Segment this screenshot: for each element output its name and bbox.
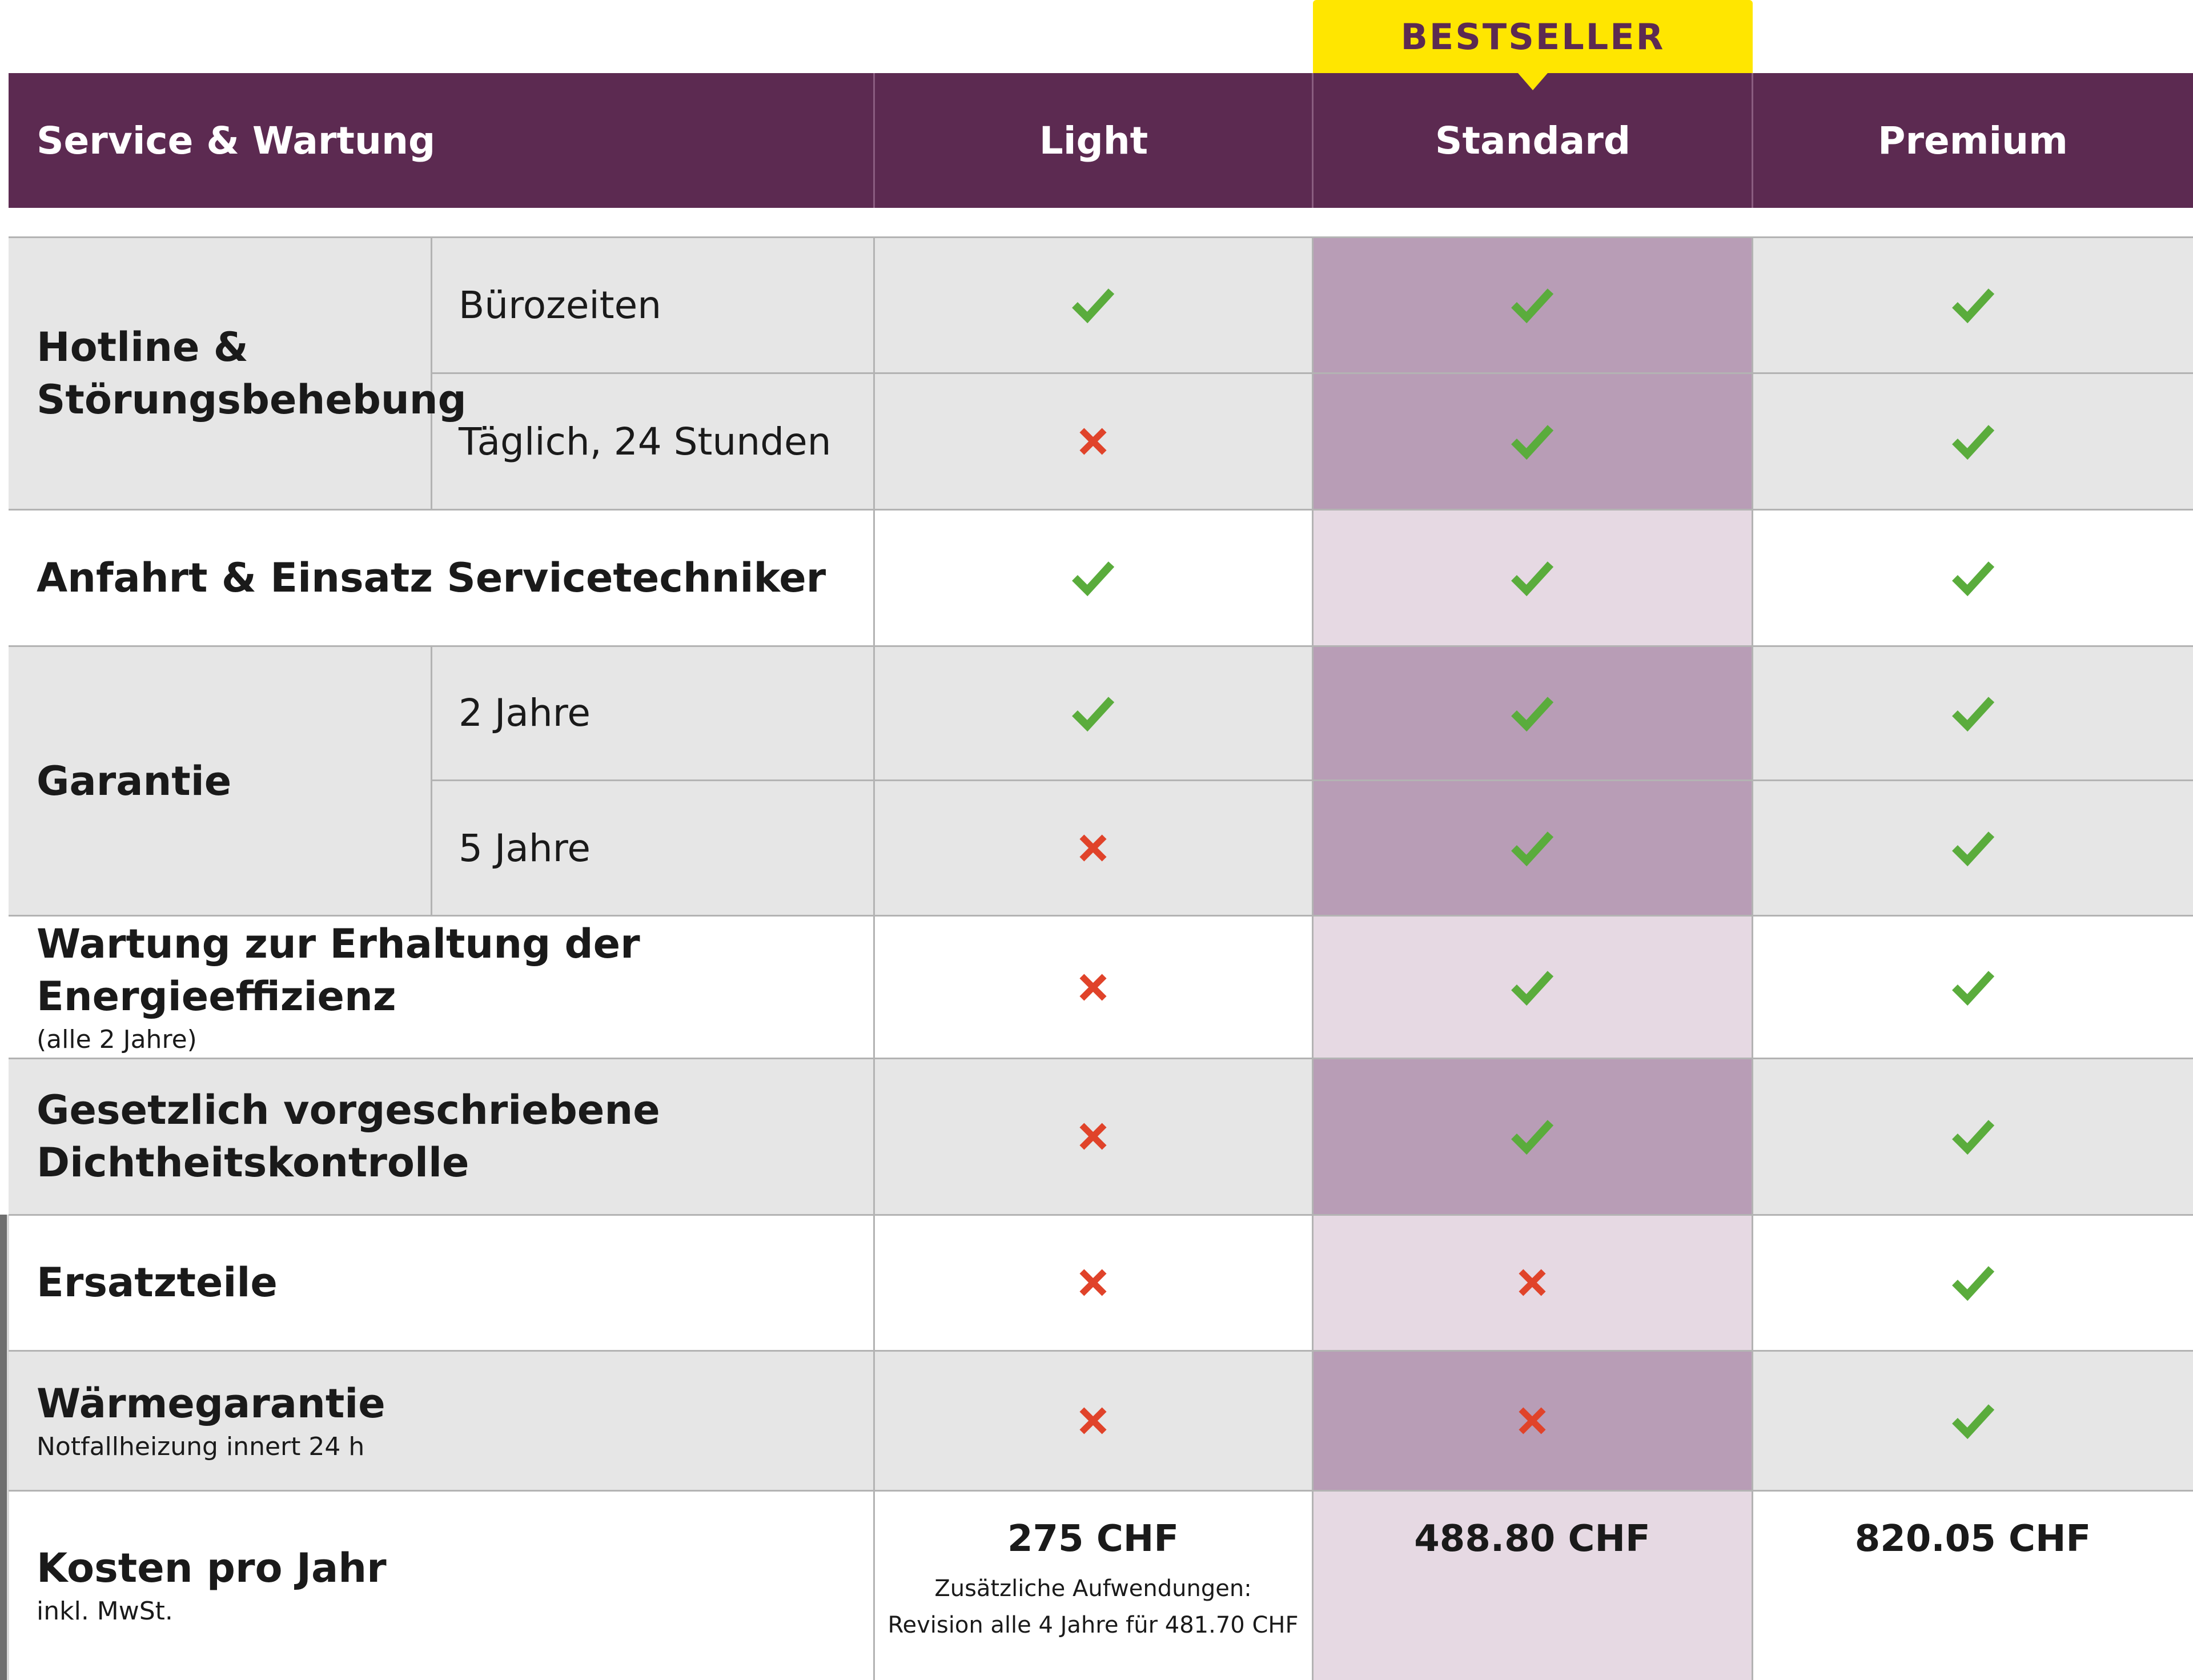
option-buerozeiten: Bürozeiten	[459, 283, 662, 327]
feature-cell-premium	[1753, 510, 2193, 646]
feature-cell-standard	[1313, 916, 1752, 1058]
price-note-line2: Revision alle 4 Jahre für 481.70 CHF	[887, 1612, 1299, 1638]
feature-cell-standard	[1313, 780, 1752, 916]
plan-premium-heading: Premium	[1878, 118, 2068, 163]
feature-cell-light	[874, 1351, 1312, 1490]
check-icon	[1509, 1114, 1555, 1159]
check-icon	[1070, 555, 1116, 601]
check-icon	[1950, 1260, 1996, 1305]
plan-standard-heading: Standard	[1435, 118, 1631, 163]
feature-cell-light	[874, 373, 1312, 510]
price-cell-light: 275 CHF Zusätzliche Aufwendungen: Revisi…	[874, 1490, 1312, 1680]
feature-cell-light	[874, 1215, 1312, 1351]
feature-cell-standard	[1313, 646, 1752, 780]
row-label-ersatzteile: Ersatzteile	[37, 1259, 278, 1306]
table-header	[9, 73, 2193, 208]
check-icon	[1509, 419, 1555, 464]
check-icon	[1950, 1114, 1996, 1159]
price-note-line1: Zusätzliche Aufwendungen:	[934, 1575, 1252, 1602]
check-icon	[1070, 282, 1116, 328]
badge-pointer	[1518, 73, 1548, 90]
bestseller-badge: BESTSELLER	[1313, 0, 1753, 73]
check-icon	[1950, 419, 1996, 464]
feature-cell-light	[874, 1058, 1312, 1215]
feature-cell-light	[874, 780, 1312, 916]
check-icon	[1950, 690, 1996, 736]
cross-icon	[1509, 1398, 1555, 1444]
row-label-kosten: Kosten pro Jahr inkl. MwSt.	[37, 1545, 387, 1626]
cross-icon	[1070, 1260, 1116, 1305]
row-label-hotline: Hotline & Störungsbehebung	[37, 324, 467, 423]
plan-light-heading: Light	[1039, 118, 1148, 163]
check-icon	[1070, 690, 1116, 736]
check-icon	[1509, 690, 1555, 736]
row-label-waermegarantie: Wärmegarantie Notfallheizung innert 24 h	[37, 1380, 385, 1461]
row-label-garantie: Garantie	[37, 757, 232, 805]
check-icon	[1950, 825, 1996, 871]
feature-cell-standard	[1313, 1058, 1752, 1215]
feature-cell-premium	[1753, 780, 2193, 916]
cross-icon	[1070, 1398, 1116, 1444]
price-cell-standard: 488.80 CHF	[1313, 1490, 1752, 1680]
cross-icon	[1070, 419, 1116, 464]
price-premium: 820.05 CHF	[1854, 1518, 2091, 1560]
feature-cell-premium	[1753, 237, 2193, 373]
cross-icon	[1509, 1260, 1555, 1305]
feature-cell-light	[874, 510, 1312, 646]
check-icon	[1950, 282, 1996, 328]
row-label-dichtheitskontrolle: Gesetzlich vorgeschriebene Dichtheitskon…	[37, 1087, 660, 1186]
feature-cell-standard	[1313, 1215, 1752, 1351]
header-title: Service & Wartung	[37, 118, 436, 163]
check-icon	[1950, 964, 1996, 1010]
option-5-jahre: 5 Jahre	[459, 826, 591, 870]
feature-cell-premium	[1753, 646, 2193, 780]
feature-cell-standard	[1313, 510, 1752, 646]
feature-cell-light	[874, 237, 1312, 373]
price-standard: 488.80 CHF	[1414, 1518, 1650, 1560]
feature-cell-premium	[1753, 1058, 2193, 1215]
price-light: 275 CHF	[1007, 1518, 1179, 1560]
check-icon	[1509, 825, 1555, 871]
feature-cell-standard	[1313, 237, 1752, 373]
option-taeglich-24h: Täglich, 24 Stunden	[459, 419, 832, 464]
price-cell-premium: 820.05 CHF	[1753, 1490, 2193, 1680]
cross-icon	[1070, 825, 1116, 871]
row-label-anfahrt: Anfahrt & Einsatz Servicetechniker	[37, 554, 826, 601]
feature-cell-premium	[1753, 1215, 2193, 1351]
feature-cell-premium	[1753, 1351, 2193, 1490]
check-icon	[1950, 1398, 1996, 1444]
feature-cell-standard	[1313, 1351, 1752, 1490]
feature-cell-premium	[1753, 916, 2193, 1058]
feature-cell-premium	[1753, 373, 2193, 510]
row-label-wartung: Wartung zur Erhaltung der Energieeffizie…	[37, 920, 640, 1054]
check-icon	[1509, 964, 1555, 1010]
feature-cell-light	[874, 646, 1312, 780]
check-icon	[1509, 555, 1555, 601]
bestseller-label: BESTSELLER	[1400, 15, 1665, 58]
check-icon	[1950, 555, 1996, 601]
cross-icon	[1070, 964, 1116, 1010]
check-icon	[1509, 282, 1555, 328]
cross-icon	[1070, 1114, 1116, 1159]
feature-cell-light	[874, 916, 1312, 1058]
option-2-jahre: 2 Jahre	[459, 691, 591, 735]
feature-cell-standard	[1313, 373, 1752, 510]
